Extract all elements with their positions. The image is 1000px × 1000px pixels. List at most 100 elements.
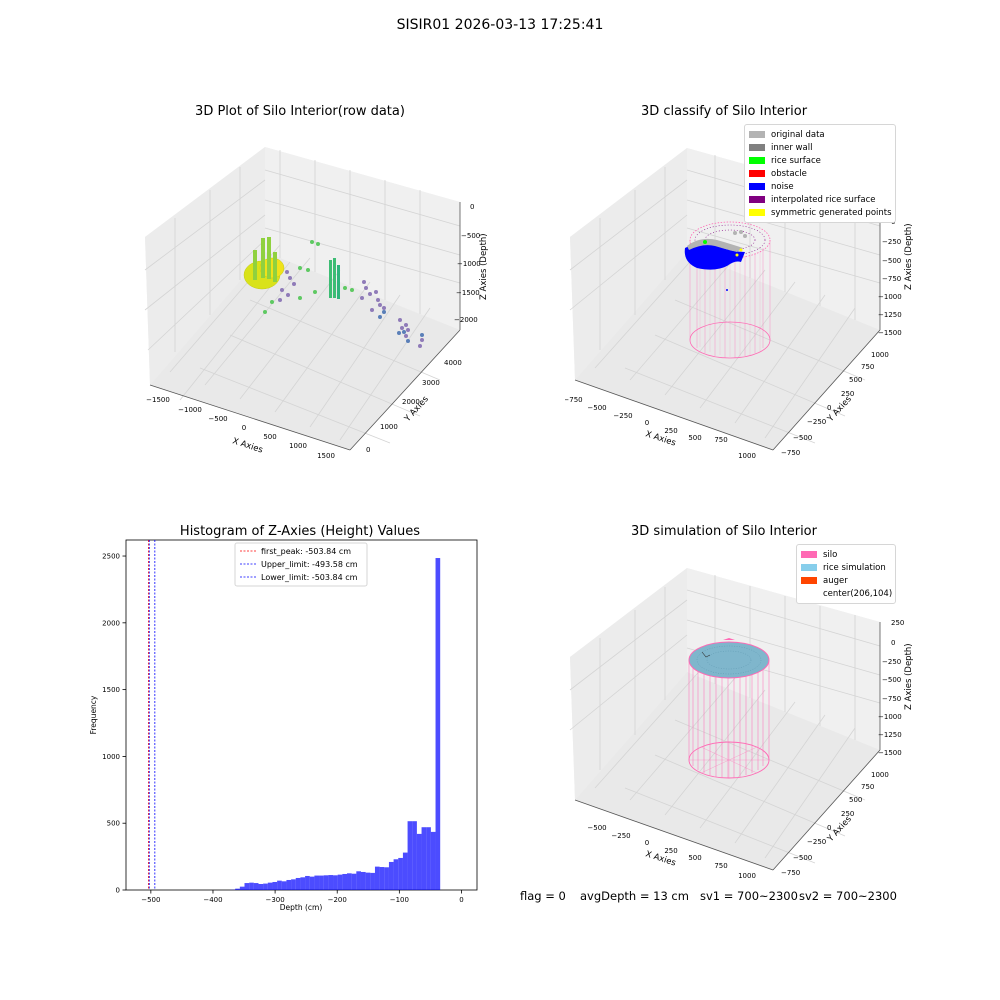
x-tick-label: 0 <box>459 896 463 904</box>
plot2-y-tick: 750 <box>861 363 874 371</box>
histogram-bar <box>416 833 422 890</box>
plot2-x-tick: 250 <box>664 427 677 435</box>
histogram-bar <box>235 888 240 890</box>
plot1-x-tick: 1500 <box>317 452 335 460</box>
histogram-bar <box>305 875 310 890</box>
histogram-bar <box>244 883 250 890</box>
plot1-y-tick: 0 <box>366 446 370 454</box>
plot2-title: 3D classify of Silo Interior <box>640 104 808 119</box>
legend-item: symmetric generated points <box>749 206 892 219</box>
plot1-x-tick: −1000 <box>178 406 202 414</box>
histogram-reference-lines <box>148 540 156 890</box>
legend-item: silo <box>801 548 891 561</box>
plot1-z-tick: −1000 <box>457 260 481 268</box>
histogram-bar <box>421 827 427 890</box>
legend-label: Upper_limit: -493.58 cm <box>261 560 358 569</box>
histogram-bar <box>253 883 259 890</box>
avg-depth-status: avgDepth = 13 cm <box>580 889 689 903</box>
plot1-points <box>243 237 424 348</box>
plot4-z-tick: −1250 <box>878 731 902 739</box>
histogram-bar <box>281 881 287 890</box>
plot4-x-tick: 0 <box>645 839 649 847</box>
plot2-y-tick: −250 <box>807 418 826 426</box>
histogram-bar <box>435 558 441 890</box>
plot1-y-tick-labels: 0 1000 2000 3000 4000 <box>366 359 462 454</box>
histogram-bar <box>295 877 301 890</box>
legend-item: original data <box>749 128 891 141</box>
legend-item: interpolated rice surface <box>749 193 891 206</box>
histogram-bar <box>412 821 417 890</box>
plot2-x-tick: 0 <box>645 419 649 427</box>
plot1-z-tick: 0 <box>470 203 474 211</box>
histogram-bar <box>323 875 329 890</box>
legend-label: symmetric generated points <box>771 207 892 218</box>
plot1-z-tick: −2000 <box>454 316 478 324</box>
histogram-y-axis-label: Frequency <box>89 695 98 734</box>
legend-label: auger <box>823 575 848 586</box>
legend-item: noise <box>749 180 891 193</box>
plot4-z-tick: 250 <box>891 619 904 627</box>
legend-swatch <box>749 196 765 203</box>
plot4-x-tick-labels: −500 −250 0 250 500 750 1000 <box>587 824 756 880</box>
histogram-bar <box>328 875 334 890</box>
plot1-x-tick: 0 <box>242 424 246 432</box>
plot4-y-tick: 1000 <box>871 771 889 779</box>
plot2-x-tick: 750 <box>714 436 727 444</box>
plot2-z-tick: −1500 <box>878 329 902 337</box>
plot4-x-tick: −250 <box>611 832 630 840</box>
legend-label: original data <box>771 129 825 140</box>
plot4-y-tick: 750 <box>861 783 874 791</box>
y-tick-label: 2500 <box>102 553 120 561</box>
plot4-y-tick: 500 <box>849 796 862 804</box>
plot1-x-axis-label: X Axies <box>231 436 264 455</box>
plot1-z-tick: −500 <box>461 232 480 240</box>
plot4-y-tick: 250 <box>841 810 854 818</box>
histogram-bar <box>430 831 436 890</box>
y-tick-label: 500 <box>107 820 120 828</box>
plot4-x-tick: 250 <box>664 847 677 855</box>
plot2-silo-wireframe <box>689 221 771 359</box>
sv2-status: sv2 = 700~2300 <box>799 889 897 903</box>
plot4-z-tick: −750 <box>882 695 901 703</box>
legend-label: rice surface <box>771 155 821 166</box>
histogram-bar <box>356 871 361 890</box>
plot4-z-tick: 0 <box>891 639 895 647</box>
plot2-classified-points <box>684 230 747 291</box>
legend-item: rice simulation <box>801 561 891 574</box>
histogram-bar <box>263 883 268 890</box>
plot2-z-tick: −250 <box>882 238 901 246</box>
histogram-bar <box>291 879 296 890</box>
legend-swatch <box>749 144 765 151</box>
x-tick-label: −500 <box>141 896 160 904</box>
x-tick-label: −300 <box>265 896 284 904</box>
histogram-bar <box>277 880 282 890</box>
histogram-bar <box>379 867 385 890</box>
legend-item: inner wall <box>749 141 891 154</box>
legend-swatch <box>801 564 817 571</box>
plot1-y-tick: 4000 <box>444 359 462 367</box>
legend-swatch <box>749 157 765 164</box>
plot4-y-tick: −500 <box>793 854 812 862</box>
histogram-x-ticks: −500 −400 −300 −200 −100 0 <box>141 890 464 904</box>
plot4-x-tick: 1000 <box>738 872 756 880</box>
sv1-status: sv1 = 700~2300 <box>700 889 798 903</box>
plot2-z-tick: −500 <box>882 257 901 265</box>
histogram-bar <box>374 866 380 890</box>
plot2-3d-classify: −750 −500 −250 0 250 500 750 1000 −750 −… <box>565 148 914 460</box>
legend-item: auger <box>801 574 891 587</box>
legend-item: center(206,104) <box>801 587 892 600</box>
histogram-bars <box>230 558 441 890</box>
plot2-x-tick: 500 <box>688 434 701 442</box>
legend-swatch <box>749 131 765 138</box>
histogram-chart: −500 −400 −300 −200 −100 0 0 500 1000 1500 2000 25… <box>89 539 478 912</box>
plot2-y-tick: 1000 <box>871 351 889 359</box>
plot2-legend: original data inner wall rice surface ob… <box>744 124 896 223</box>
legend-swatch <box>801 577 817 584</box>
histogram-bar <box>384 867 389 890</box>
plot4-y-tick: −750 <box>781 869 800 877</box>
histogram-y-ticks: 0 500 1000 1500 2000 2500 <box>102 553 126 895</box>
plot2-z-tick: −1250 <box>878 311 902 319</box>
plot4-axes-panes <box>569 568 881 871</box>
legend-swatch <box>801 551 817 558</box>
histogram-bar <box>314 875 320 890</box>
